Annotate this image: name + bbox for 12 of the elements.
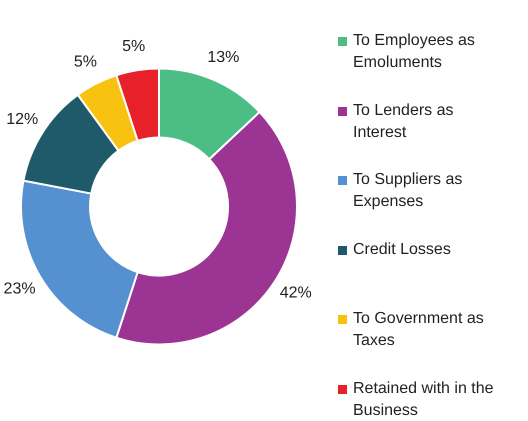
data-label: 13% <box>207 49 240 66</box>
legend-label: To Government as Taxes <box>353 309 485 351</box>
legend-label: To Lenders as Interest <box>353 100 455 142</box>
legend-label: Credit Losses <box>353 240 452 260</box>
data-label: 42% <box>280 284 312 302</box>
data-label: 5% <box>122 38 146 55</box>
data-label: 5% <box>74 54 98 71</box>
legend-label: To Employees as Emoluments <box>353 31 476 73</box>
legend-label: Retained with in the Business <box>353 378 495 420</box>
data-label: 23% <box>4 280 36 298</box>
legend-label: To Suppliers as Expenses <box>353 170 464 212</box>
data-label: 12% <box>6 111 38 128</box>
